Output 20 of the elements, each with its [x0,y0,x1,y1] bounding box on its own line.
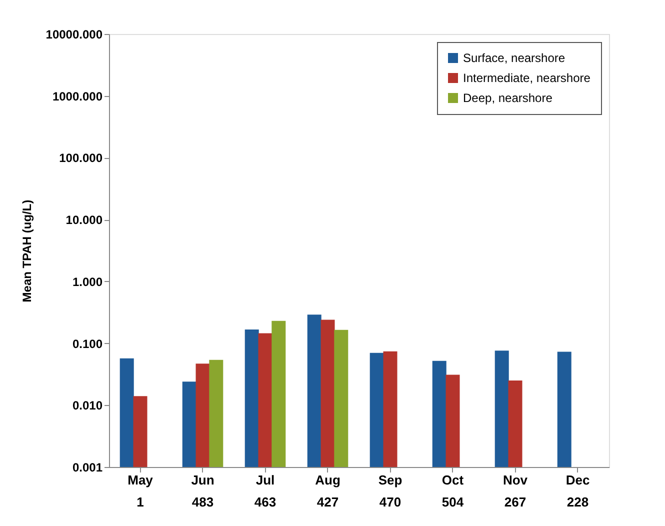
x-tick-label: Sep 470 [378,472,402,510]
x-tick-label: Nov 267 [502,472,528,510]
y-tick-label: 100.000 [59,151,103,166]
x-tick-label: Jun 483 [191,472,214,510]
x-tick-label: May 1 [128,472,154,510]
y-tick-label: 10.000 [66,213,103,228]
x-tick-label: Aug 427 [315,472,340,510]
y-tick-label: 0.100 [72,336,103,351]
legend-label: Surface, nearshore [463,51,566,65]
x-tick-label: Jul 463 [254,472,276,510]
y-tick-label: 1000.000 [52,89,103,104]
x-tick-label: Oct 504 [442,472,464,510]
y-tick-label: 1.000 [72,274,103,289]
legend-label: Intermediate, nearshore [463,71,591,85]
legend-label: Deep, nearshore [463,91,553,105]
y-axis-title: Mean TPAH (ug/L) [20,200,34,302]
x-tick-label: Dec 228 [566,472,590,510]
y-tick-label: 10000.000 [46,28,103,42]
y-tick-label: 0.001 [72,460,103,474]
y-tick-label: 0.010 [72,398,103,413]
